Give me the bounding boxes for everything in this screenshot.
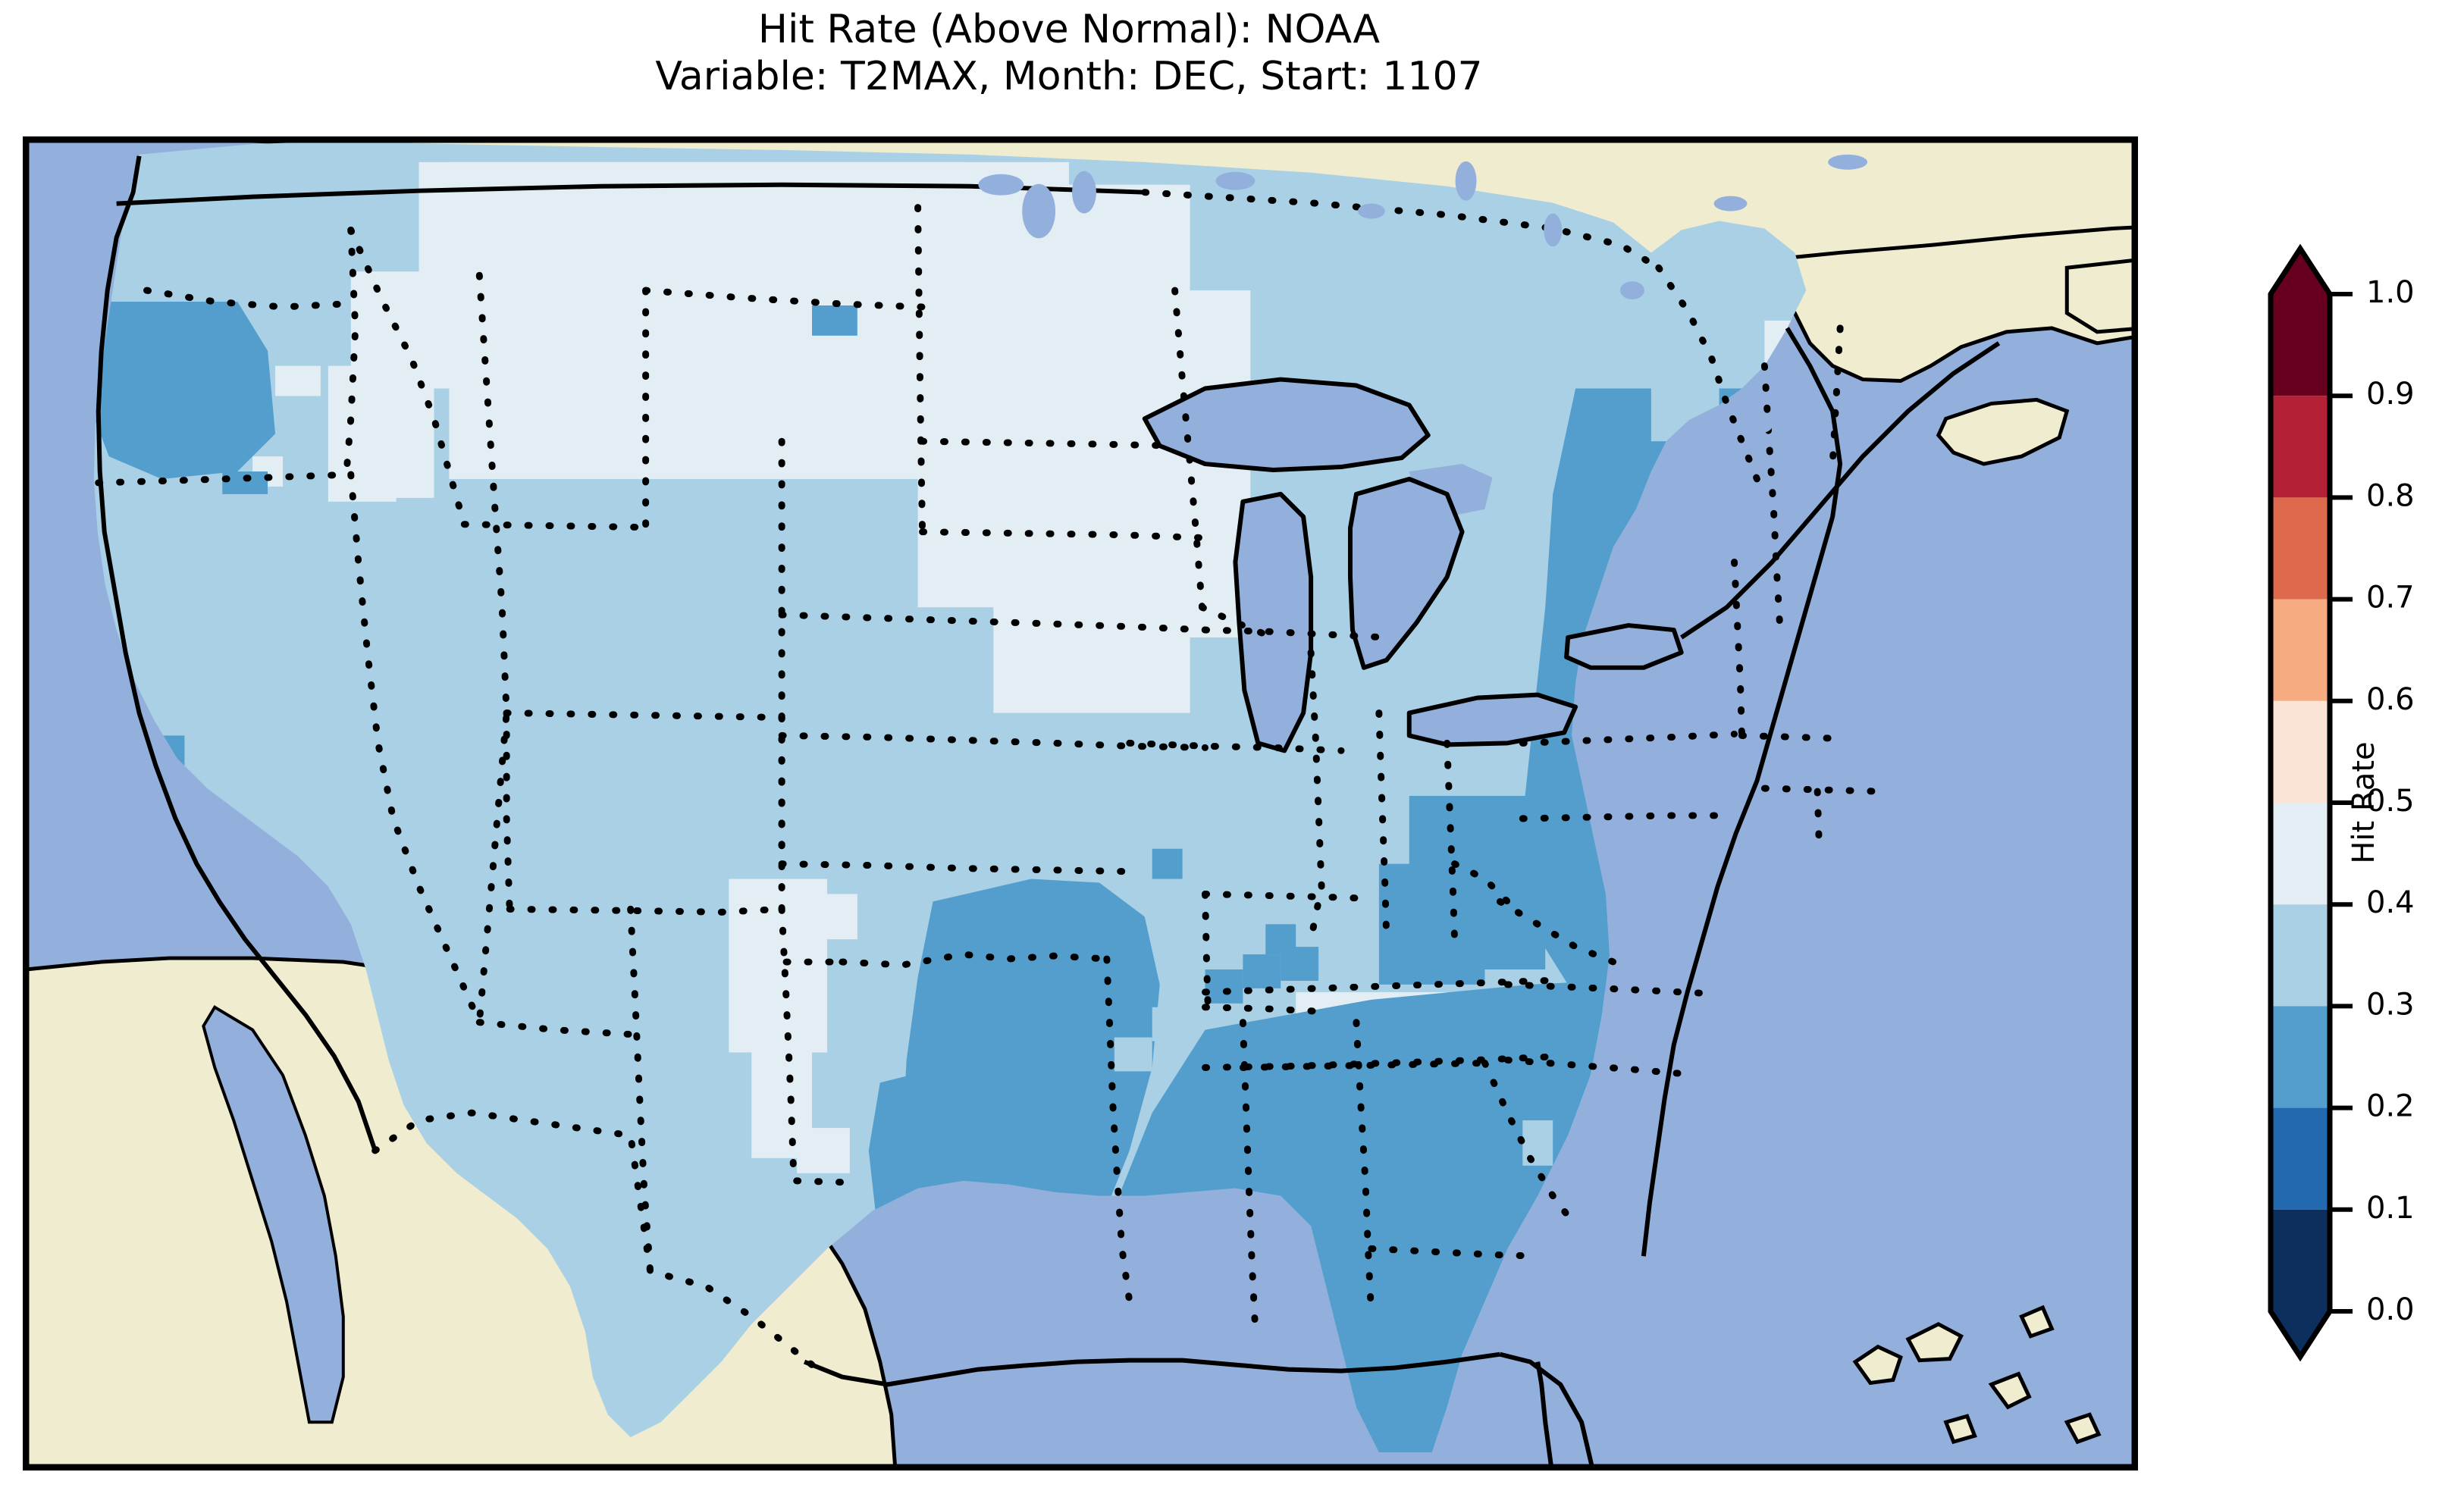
colorbar-tick-labels: 1.0 0.9 0.8 0.7 0.6 0.5 0.4 0.3 0.2 0.1 … [2366, 275, 2415, 1327]
title-line-1: Hit Rate (Above Normal): NOAA [757, 7, 1381, 52]
cb-tick-0.8: 0.8 [2366, 478, 2415, 513]
state-borders [95, 189, 1882, 1381]
cb-band-0.1-0.2 [2271, 1107, 2330, 1210]
cb-tick-0.2: 0.2 [2366, 1089, 2415, 1124]
cb-tick-0.0: 0.0 [2366, 1292, 2415, 1327]
cb-tick-0.9: 0.9 [2366, 377, 2415, 412]
colorbar-bands [2271, 294, 2330, 1311]
map-axes[interactable] [23, 136, 2138, 1471]
cb-tick-0.4: 0.4 [2366, 885, 2415, 920]
cb-band-0.2-0.3 [2271, 1006, 2330, 1108]
colorbar-extend-top [2271, 249, 2330, 294]
cb-tick-0.5: 0.5 [2366, 784, 2415, 819]
cb-tick-1.0: 1.0 [2366, 275, 2415, 310]
colorbar-axis-label: Hit Rate [2346, 741, 2381, 864]
great-lakes [1144, 379, 1682, 751]
cb-tick-0.7: 0.7 [2366, 581, 2415, 615]
colorbar-ticks [2330, 292, 2353, 1314]
cb-band-0.3-0.4 [2271, 904, 2330, 1007]
cb-band-0.9-1.0 [2271, 294, 2330, 396]
cb-band-0.7-0.8 [2271, 497, 2330, 600]
title-line-2: Variable: T2MAX, Month: DEC, Start: 1107 [655, 54, 1483, 99]
cb-band-0.0-0.1 [2271, 1209, 2330, 1311]
cb-tick-0.1: 0.1 [2366, 1191, 2415, 1226]
colorbar-extend-bottom [2271, 1311, 2330, 1357]
colorbar-axes[interactable]: 1.0 0.9 0.8 0.7 0.6 0.5 0.4 0.3 0.2 0.1 … [2268, 243, 2415, 1362]
cb-band-0.8-0.9 [2271, 396, 2330, 498]
cb-band-0.4-0.5 [2271, 803, 2330, 905]
cb-band-0.6-0.7 [2271, 599, 2330, 701]
colorbar[interactable]: 1.0 0.9 0.8 0.7 0.6 0.5 0.4 0.3 0.2 0.1 … [2239, 243, 2464, 1363]
cb-band-0.5-0.6 [2271, 700, 2330, 803]
inland-lakes [978, 154, 1868, 434]
map-frame [26, 139, 2135, 1467]
cb-tick-0.6: 0.6 [2366, 682, 2415, 717]
figure-title: Hit Rate (Above Normal): NOAA Variable: … [0, 6, 2138, 100]
coastlines [96, 155, 2001, 1467]
cb-tick-0.3: 0.3 [2366, 987, 2415, 1022]
map-plot[interactable] [26, 139, 2135, 1467]
